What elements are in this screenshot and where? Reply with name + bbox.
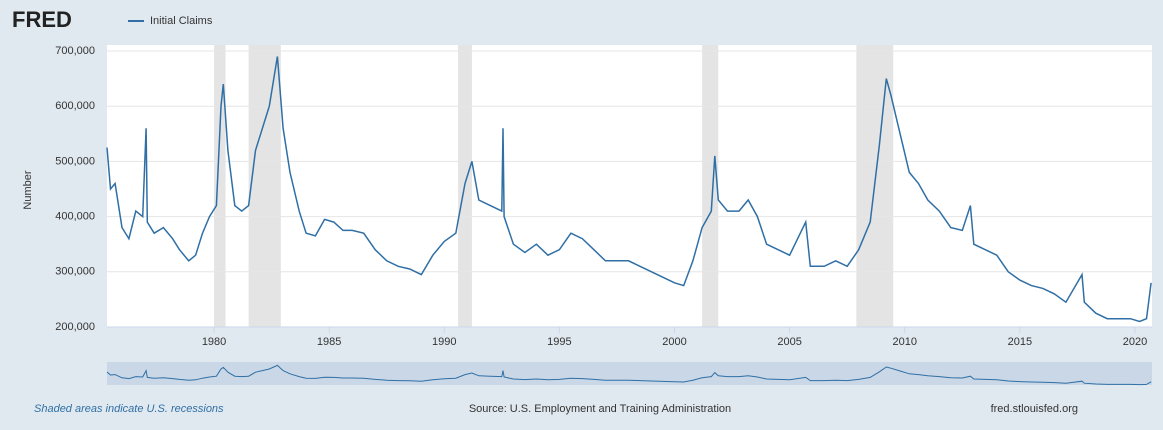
- y-tick-label: 700,000: [55, 45, 95, 57]
- site: fred.stlouisfed.org: [991, 403, 1078, 415]
- series-line: [106, 56, 1152, 323]
- legend-label: Initial Claims: [150, 15, 213, 27]
- x-tick-label: 2005: [777, 336, 801, 348]
- x-tick-label: 2010: [892, 336, 916, 348]
- recession-band: [702, 45, 719, 327]
- source: Source: U.S. Employment and Training Adm…: [469, 403, 731, 415]
- y-tick-label: 200,000: [55, 321, 95, 333]
- recession-note: Shaded areas indicate U.S. recessions: [34, 403, 224, 415]
- y-tick-label: 600,000: [55, 100, 95, 112]
- x-tick-label: 2020: [1123, 336, 1147, 348]
- x-tick-label: 2000: [662, 336, 686, 348]
- y-tick-label: 300,000: [55, 266, 95, 278]
- x-tick-label: 2015: [1008, 336, 1032, 348]
- recession-band: [248, 45, 281, 327]
- x-tick-label: 1995: [547, 336, 571, 348]
- x-tick-label: 1990: [432, 336, 456, 348]
- navigator: [107, 362, 1152, 385]
- navigator-line: [106, 364, 1152, 386]
- x-tick-label: 1985: [317, 336, 341, 348]
- y-tick-label: 400,000: [55, 211, 95, 223]
- recession-band: [214, 45, 226, 327]
- x-tick-label: 1980: [202, 336, 226, 348]
- y-tick-label: 500,000: [55, 155, 95, 167]
- logo: FRED: [12, 7, 72, 32]
- plot-area: [107, 45, 1152, 327]
- y-axis-label: Number: [22, 170, 34, 209]
